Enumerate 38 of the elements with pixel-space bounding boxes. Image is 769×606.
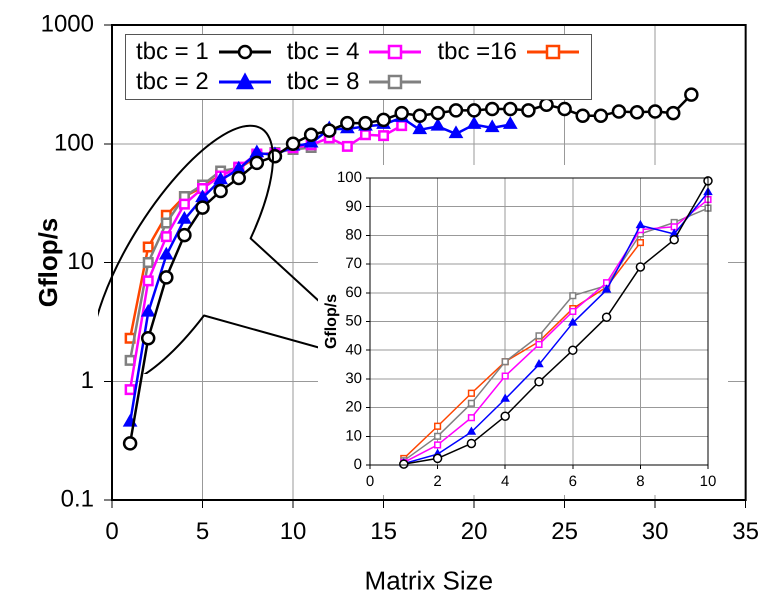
y-tick-label: 0.1: [60, 486, 94, 513]
y-tick-label: 20: [345, 398, 362, 416]
x-tick-label: 0: [105, 518, 119, 546]
x-tick-label: 10: [280, 518, 306, 546]
y-tick-label: 10: [67, 248, 94, 276]
y-tick-label: 100: [54, 129, 94, 156]
y-tick-label: 10: [345, 427, 362, 444]
x-tick-label: 15: [370, 518, 397, 546]
y-tick-label: 60: [345, 284, 362, 301]
x-tick-label: 6: [568, 473, 577, 490]
y-axis-title: Gflop/s: [32, 218, 63, 308]
x-axis-title: Matrix Size: [364, 566, 494, 596]
legend-label: tbc = 8: [286, 68, 360, 96]
x-tick-label: 25: [551, 518, 578, 546]
x-tick-label: 10: [700, 473, 716, 490]
y-axis-title: Gflop/s: [323, 294, 340, 350]
x-tick-label: 20: [460, 518, 488, 546]
legend-label: tbc = 2: [136, 68, 209, 96]
y-tick-label: 0: [354, 456, 362, 474]
y-tick-label: 40: [345, 341, 362, 358]
y-tick-label: 80: [345, 226, 362, 244]
x-tick-label: 30: [642, 518, 668, 546]
x-tick-label: 8: [636, 473, 645, 490]
x-tick-label: 0: [366, 473, 374, 490]
x-tick-label: 5: [196, 518, 210, 546]
y-tick-label: 70: [345, 255, 362, 272]
x-tick-label: 4: [501, 473, 510, 490]
y-tick-label: 1: [80, 366, 94, 394]
legend-label: tbc = 4: [286, 38, 360, 66]
y-tick-label: 100: [336, 169, 362, 186]
y-tick-label: 90: [345, 198, 362, 215]
legend-label: tbc =16: [437, 38, 517, 66]
y-tick-label: 50: [345, 312, 362, 330]
legend-label: tbc = 1: [136, 38, 209, 66]
x-tick-label: 35: [732, 518, 760, 546]
y-tick-label: 1000: [40, 10, 94, 38]
y-tick-label: 30: [345, 370, 362, 388]
x-tick-label: 2: [433, 473, 442, 490]
